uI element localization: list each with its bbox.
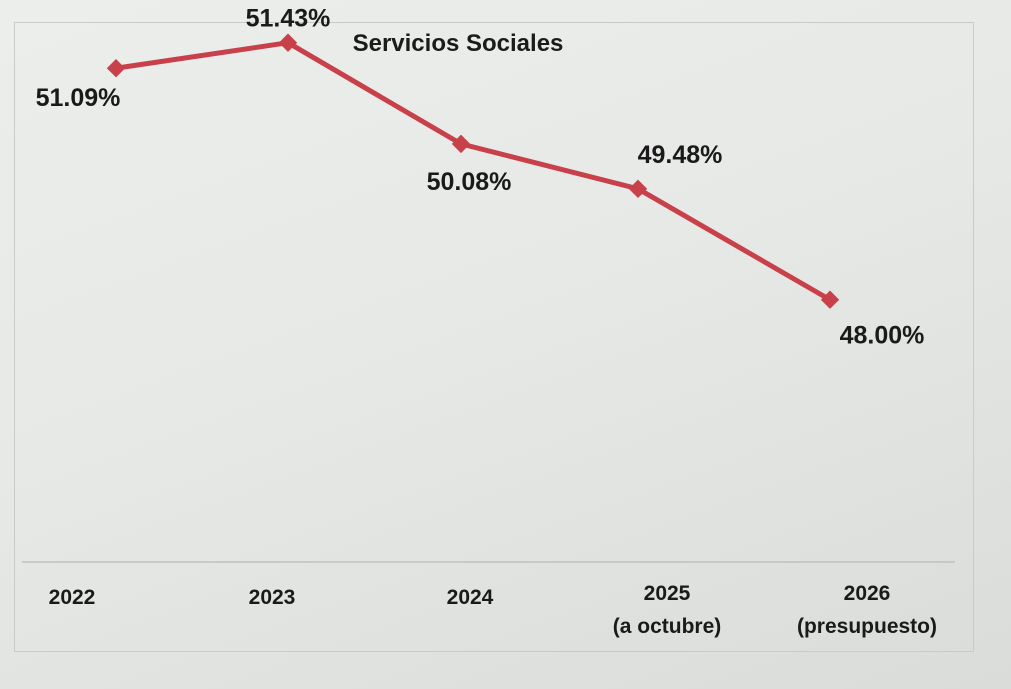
x-tick-label-2022: 2022 xyxy=(49,586,96,609)
data-label-2026: 48.00% xyxy=(840,322,925,350)
x-tick-label-2024: 2024 xyxy=(447,586,494,609)
data-label-2024: 50.08% xyxy=(427,168,512,196)
data-point-2022 xyxy=(106,58,126,78)
x-tick-label-2026: 2026 (presupuesto) xyxy=(797,582,937,638)
chart-title: Servicios Sociales xyxy=(352,30,564,57)
x-tick-label-2023: 2023 xyxy=(249,586,296,609)
data-label-2025: 49.48% xyxy=(638,141,723,169)
chart-frame xyxy=(14,22,974,652)
data-point-2026 xyxy=(820,290,840,309)
x-tick-label-2025: 2025 (a octubre) xyxy=(613,582,722,638)
data-point-2024 xyxy=(451,134,471,154)
data-label-2023: 51.43% xyxy=(246,5,331,33)
data-point-2025 xyxy=(628,179,648,199)
data-label-2022: 51.09% xyxy=(36,84,121,112)
data-point-2023 xyxy=(278,33,298,52)
